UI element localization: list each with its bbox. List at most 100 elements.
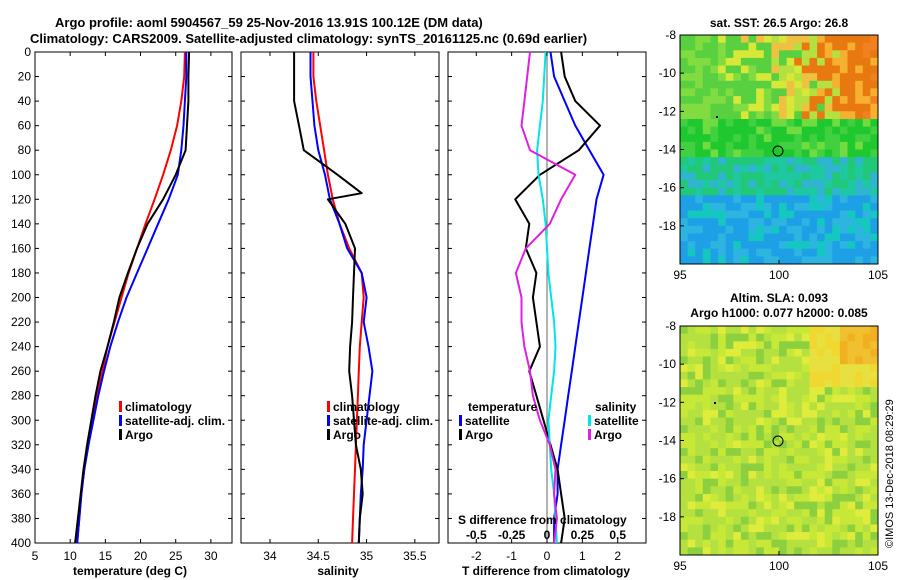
map-cell <box>862 486 871 495</box>
map-cell <box>756 111 765 120</box>
map-cell <box>756 180 765 189</box>
map-cell <box>718 524 727 533</box>
map-cell <box>725 50 734 59</box>
map-cell <box>687 172 696 181</box>
map-cell <box>695 532 704 541</box>
map-cell <box>862 371 871 380</box>
map-cell <box>702 141 711 151</box>
map-cell <box>817 509 826 518</box>
map-cell <box>786 96 795 105</box>
map-cell <box>786 111 795 120</box>
map-cell <box>870 539 878 548</box>
map-cell <box>786 187 795 196</box>
map-cell <box>756 364 765 373</box>
map-cell <box>824 187 833 196</box>
map-cell <box>801 387 810 396</box>
map-cell <box>763 103 772 112</box>
map-cell <box>702 111 711 120</box>
map-cell <box>779 432 788 442</box>
map-cell <box>695 164 704 173</box>
map-cell <box>801 42 810 51</box>
map-cell <box>832 348 841 358</box>
map-cell <box>710 463 719 472</box>
map-cell <box>809 80 818 89</box>
map-cell <box>763 187 772 196</box>
map-cell <box>748 394 757 403</box>
map-cell <box>733 417 742 426</box>
map-cell <box>870 478 878 487</box>
map-cell <box>870 119 878 128</box>
map-cell <box>779 539 788 548</box>
map-cell <box>832 50 841 59</box>
map-cell <box>702 80 711 89</box>
map-cell <box>733 371 742 380</box>
map-cell <box>725 478 734 487</box>
map-cell <box>786 126 795 135</box>
map-cell <box>718 371 727 380</box>
map-cell <box>832 326 841 335</box>
map-cell <box>687 233 696 242</box>
map-cell <box>710 402 719 411</box>
map-cell <box>771 509 780 518</box>
map-cell <box>870 73 878 82</box>
map-cell <box>855 326 864 335</box>
map-cell <box>862 333 871 342</box>
map-cell <box>855 333 864 342</box>
map-cell <box>725 410 734 419</box>
map-cell <box>733 88 742 97</box>
map-xtick-label: 105 <box>868 268 888 282</box>
map-cell <box>702 157 711 166</box>
map-cell <box>824 463 833 472</box>
map-cell <box>756 96 765 105</box>
temperature-ytick-label: 80 <box>18 143 32 157</box>
map-cell <box>779 379 788 388</box>
map-cell <box>748 364 757 373</box>
map-cell <box>801 440 810 449</box>
map-cell <box>710 455 719 464</box>
map-cell <box>779 96 788 105</box>
map-cell <box>839 241 849 250</box>
map-cell <box>839 126 849 135</box>
map-cell <box>740 356 750 365</box>
map-cell <box>855 425 864 434</box>
map-cell <box>824 478 833 487</box>
map-cell <box>771 180 780 189</box>
map-cell <box>702 248 711 257</box>
map-cell <box>748 149 757 158</box>
map-cell <box>801 425 810 434</box>
map-cell <box>794 387 803 396</box>
map-cell <box>786 356 795 365</box>
map-cell <box>763 202 772 212</box>
map-cell <box>756 417 765 426</box>
map-cell <box>862 233 871 242</box>
map-cell <box>695 326 704 335</box>
map-cell <box>779 524 788 533</box>
map-cell <box>740 141 750 151</box>
title-line2: Climatology: CARS2009. Satellite-adjuste… <box>30 31 587 46</box>
map-cell <box>771 539 780 548</box>
map-cell <box>687 119 696 128</box>
map-cell <box>809 455 818 464</box>
map-cell <box>748 402 757 411</box>
map-cell <box>817 225 826 234</box>
map-cell <box>695 333 704 342</box>
map-cell <box>695 471 704 480</box>
map-cell <box>801 486 810 495</box>
map-cell <box>870 463 878 472</box>
map-cell <box>832 119 841 128</box>
map-cell <box>710 187 719 196</box>
map-cell <box>801 410 810 419</box>
map-cell <box>740 341 750 350</box>
map-cell <box>786 402 795 411</box>
map-cell <box>702 73 711 82</box>
map-cell <box>740 157 750 166</box>
map-cell <box>801 501 810 510</box>
map-cell <box>702 57 711 67</box>
map-cell <box>832 463 841 472</box>
map-ytick-label: -12 <box>659 395 677 409</box>
map-cell <box>771 348 780 358</box>
map-cell <box>695 141 704 151</box>
map-cell <box>702 326 711 335</box>
map-cell <box>710 509 719 518</box>
legend-label: Argo <box>594 428 622 442</box>
